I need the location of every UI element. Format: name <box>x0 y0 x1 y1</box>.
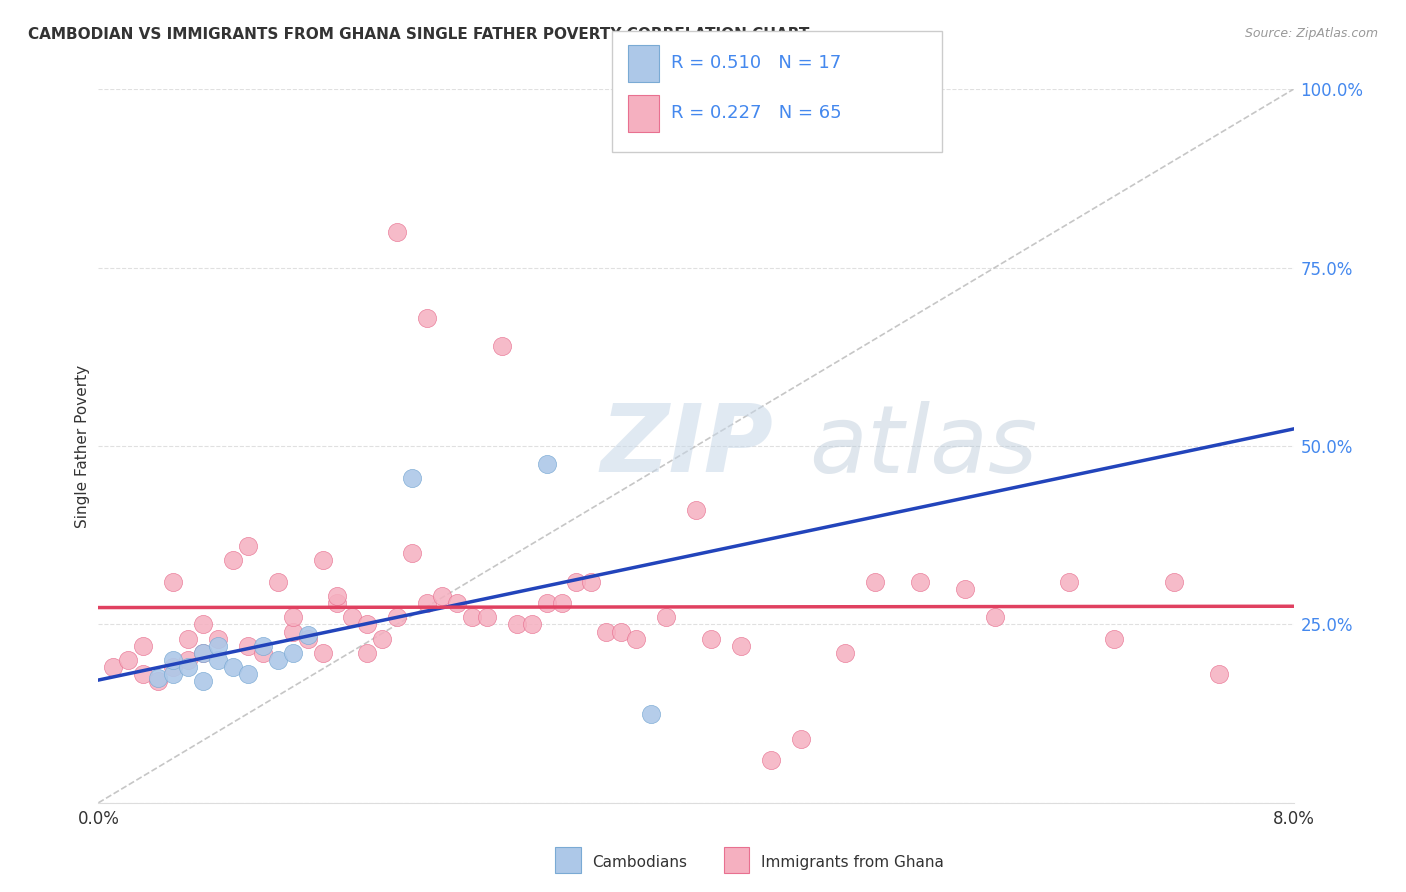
Point <box>207 639 229 653</box>
Point <box>461 610 484 624</box>
Point <box>162 653 184 667</box>
Point <box>1059 574 1081 589</box>
Point <box>908 574 931 589</box>
Point <box>162 660 184 674</box>
Point <box>640 706 662 721</box>
Point <box>162 574 184 589</box>
Text: Source: ZipAtlas.com: Source: ZipAtlas.com <box>1244 27 1378 40</box>
Point <box>252 646 274 660</box>
Point <box>356 617 378 632</box>
Point <box>685 503 707 517</box>
Point <box>700 632 723 646</box>
Point <box>236 539 259 553</box>
Point <box>863 574 886 589</box>
Text: R = 0.510   N = 17: R = 0.510 N = 17 <box>671 54 841 72</box>
Point <box>491 339 513 353</box>
Point <box>550 596 572 610</box>
Point <box>730 639 752 653</box>
Point <box>789 731 811 746</box>
Point <box>401 546 423 560</box>
Point <box>1102 632 1125 646</box>
Point <box>536 457 558 471</box>
Point <box>103 660 125 674</box>
Point <box>177 632 200 646</box>
Point <box>297 628 319 642</box>
Point <box>148 671 170 685</box>
Point <box>953 582 976 596</box>
Point <box>207 632 229 646</box>
Point <box>416 310 439 325</box>
Point <box>191 617 214 632</box>
Text: Cambodians: Cambodians <box>592 855 688 870</box>
Point <box>326 596 349 610</box>
Point <box>416 596 439 610</box>
Point <box>834 646 856 660</box>
Point <box>281 610 304 624</box>
Point <box>236 667 259 681</box>
Point <box>162 667 184 681</box>
Point <box>236 639 259 653</box>
Text: CAMBODIAN VS IMMIGRANTS FROM GHANA SINGLE FATHER POVERTY CORRELATION CHART: CAMBODIAN VS IMMIGRANTS FROM GHANA SINGL… <box>28 27 810 42</box>
Point <box>222 553 245 567</box>
Point <box>624 632 647 646</box>
Point <box>983 610 1005 624</box>
Point <box>132 667 155 681</box>
Point <box>401 471 423 485</box>
Point <box>117 653 139 667</box>
Point <box>356 646 378 660</box>
Point <box>371 632 394 646</box>
Point <box>207 653 229 667</box>
Point <box>506 617 529 632</box>
Point <box>759 753 782 767</box>
Point <box>385 610 409 624</box>
Point <box>252 639 274 653</box>
Point <box>281 624 304 639</box>
Point <box>222 660 245 674</box>
Point <box>565 574 588 589</box>
Point <box>520 617 543 632</box>
Y-axis label: Single Father Poverty: Single Father Poverty <box>75 365 90 527</box>
Point <box>132 639 155 653</box>
Point <box>536 596 558 610</box>
Point <box>475 610 498 624</box>
Point <box>267 653 290 667</box>
Point <box>1208 667 1230 681</box>
Point <box>191 646 214 660</box>
Point <box>595 624 617 639</box>
Point <box>610 624 633 639</box>
Text: ZIP: ZIP <box>600 400 773 492</box>
Point <box>191 646 214 660</box>
Text: Immigrants from Ghana: Immigrants from Ghana <box>761 855 943 870</box>
Point <box>385 225 409 239</box>
Point <box>326 589 349 603</box>
Point <box>281 646 304 660</box>
Point <box>148 674 170 689</box>
Text: atlas: atlas <box>810 401 1038 491</box>
Point <box>581 574 603 589</box>
Point <box>191 674 214 689</box>
Point <box>1163 574 1185 589</box>
Point <box>446 596 468 610</box>
Point <box>177 653 200 667</box>
Text: R = 0.227   N = 65: R = 0.227 N = 65 <box>671 104 841 122</box>
Point <box>655 610 678 624</box>
Point <box>297 632 319 646</box>
Point <box>267 574 290 589</box>
Point <box>311 553 333 567</box>
Point <box>311 646 333 660</box>
Point <box>430 589 453 603</box>
Point <box>177 660 200 674</box>
Point <box>342 610 364 624</box>
